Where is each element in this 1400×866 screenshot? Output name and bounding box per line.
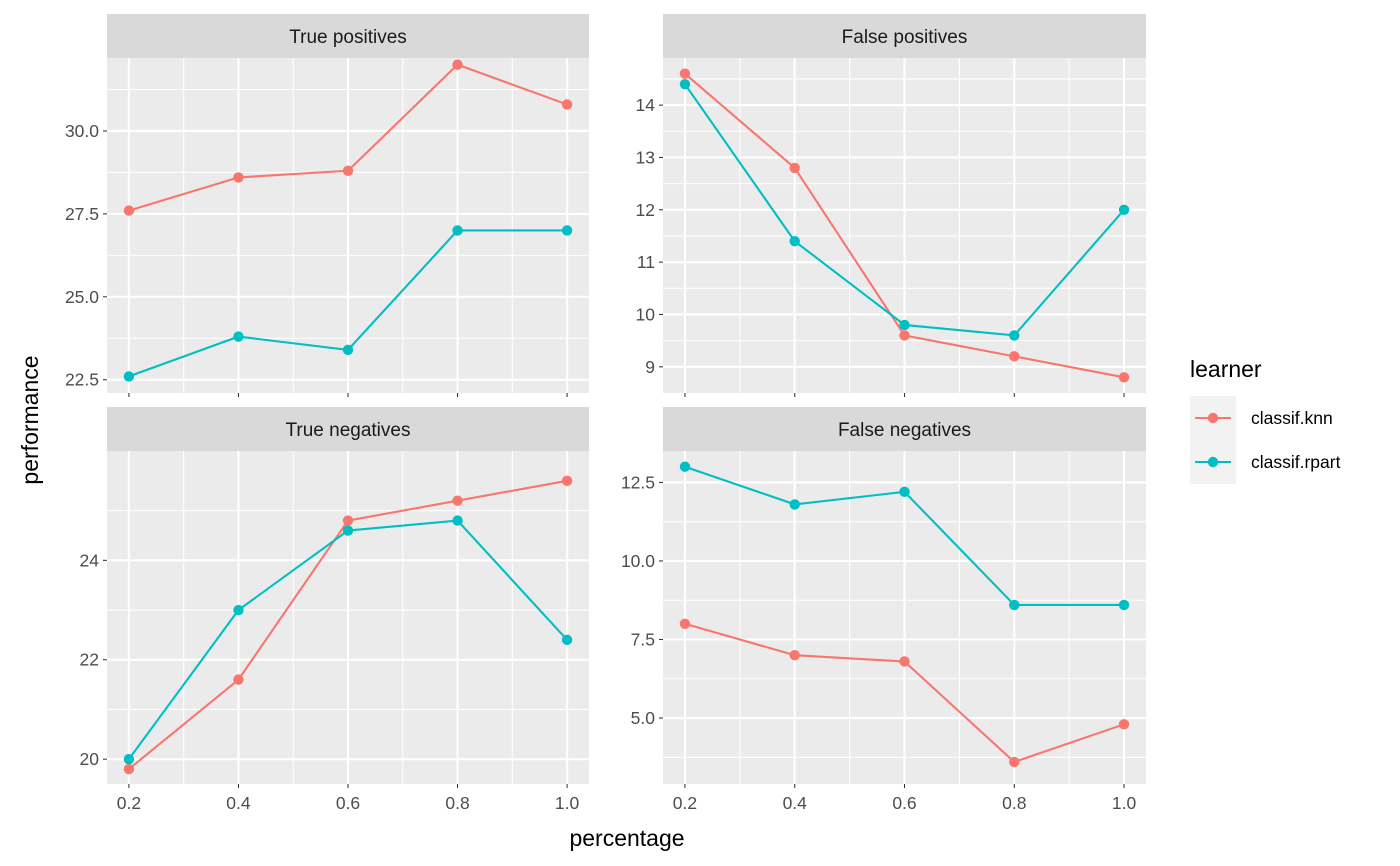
series-classif-knn	[679, 68, 1130, 383]
data-point	[123, 371, 135, 382]
data-point	[452, 59, 463, 70]
panel-false-negatives: False negatives 5.0 7.5 10.0 12.5 0.2 0.4 0.6 0.…	[621, 407, 1146, 813]
series-classif-knn	[123, 475, 573, 775]
data-point	[679, 68, 691, 79]
data-point	[452, 495, 463, 506]
x-tick-label: 0.8	[1002, 793, 1026, 813]
series-classif-rpart	[123, 515, 573, 765]
data-point	[679, 618, 691, 629]
data-point	[1118, 719, 1130, 730]
panel-false-positives: False positives 9 10 11 12 13 14	[636, 14, 1146, 397]
data-point	[342, 515, 354, 526]
data-point	[789, 499, 800, 510]
strip-true-positives	[107, 14, 589, 58]
strip-false-positives	[663, 14, 1146, 58]
panel-title: True negatives	[286, 420, 411, 441]
data-point	[1009, 756, 1020, 768]
y-tick-label: 11	[637, 252, 655, 272]
data-point	[342, 344, 354, 356]
x-tick-label: 0.2	[117, 793, 141, 813]
y-tick-label: 27.5	[65, 204, 99, 224]
data-point	[123, 753, 135, 765]
x-tick-label: 0.8	[445, 793, 469, 813]
data-point	[452, 225, 463, 236]
y-tick-label: 14	[636, 95, 656, 115]
y-tick-label: 10.0	[621, 551, 655, 571]
data-point	[123, 205, 135, 216]
y-tick-label: 12	[636, 200, 655, 220]
data-point	[1009, 351, 1020, 362]
data-point	[789, 236, 800, 247]
data-point	[899, 486, 910, 498]
legend-label: classif.rpart	[1251, 452, 1341, 472]
legend-item-classif-rpart: classif.rpart	[1190, 440, 1341, 484]
y-axis-title: performance	[17, 355, 43, 484]
data-point	[899, 319, 910, 331]
data-point	[452, 515, 463, 526]
data-point	[561, 225, 573, 236]
data-point	[899, 330, 910, 341]
y-tick-label: 12.5	[621, 472, 655, 492]
strip-false-negatives	[663, 407, 1146, 451]
legend-item-classif-knn: classif.knn	[1190, 396, 1333, 440]
legend-label: classif.knn	[1251, 408, 1333, 428]
data-point	[342, 165, 354, 176]
panel-title: True positives	[289, 27, 407, 48]
x-tick-label: 0.2	[673, 793, 697, 813]
y-tick-label: 25.0	[65, 287, 99, 307]
data-point	[1118, 204, 1130, 215]
series-classif-rpart	[679, 461, 1130, 611]
data-point	[1009, 330, 1020, 341]
data-point	[679, 461, 691, 472]
data-point	[233, 604, 244, 616]
data-point	[342, 525, 354, 536]
x-tick-label: 0.6	[892, 793, 916, 813]
data-point	[789, 649, 800, 661]
y-tick-label: 22	[80, 650, 99, 670]
series-classif-rpart	[679, 78, 1130, 341]
x-tick-label: 0.6	[336, 793, 360, 813]
data-point	[789, 162, 800, 174]
series-classif-rpart	[123, 225, 573, 382]
data-point	[561, 99, 573, 110]
y-tick-label: 22.5	[65, 370, 99, 390]
data-point	[233, 331, 244, 342]
y-tick-label: 10	[636, 304, 656, 324]
data-point	[679, 78, 691, 90]
y-tick-label: 7.5	[631, 629, 655, 649]
legend: learner classif.knn classif.rpart	[1190, 356, 1341, 484]
legend-point	[1207, 456, 1219, 468]
series-classif-knn	[123, 59, 573, 216]
y-tick-label: 20	[80, 749, 100, 769]
data-point	[899, 656, 910, 667]
panel-true-positives: True positives 22.5 25.0 27.5 30.0	[65, 14, 589, 397]
panel-title: False negatives	[838, 420, 971, 441]
data-point	[1118, 599, 1130, 611]
data-point	[233, 674, 244, 685]
data-point	[233, 172, 244, 183]
data-point	[1009, 599, 1020, 611]
data-point	[561, 475, 573, 487]
y-tick-label: 24	[80, 550, 100, 570]
panel-title: False positives	[842, 27, 968, 48]
series-classif-knn	[679, 618, 1130, 768]
strip-true-negatives	[107, 407, 589, 451]
data-point	[1118, 372, 1130, 383]
y-tick-label: 30.0	[65, 121, 99, 141]
x-axis-title: percentage	[569, 825, 684, 851]
data-point	[123, 763, 135, 775]
panel-true-negatives: True negatives 20 22 24 0.2 0.4 0.6 0.8 1.0	[80, 407, 589, 813]
data-point	[561, 634, 573, 646]
y-tick-label: 13	[636, 147, 655, 167]
legend-point	[1207, 412, 1219, 424]
panels-layer: True positives 22.5 25.0 27.5 30.0 False posi…	[65, 14, 1146, 813]
y-tick-label: 5.0	[631, 708, 656, 728]
x-tick-label: 0.4	[226, 793, 251, 813]
x-tick-label: 1.0	[555, 793, 580, 813]
legend-title: learner	[1190, 356, 1262, 382]
x-tick-label: 0.4	[783, 793, 808, 813]
x-tick-label: 1.0	[1112, 793, 1137, 813]
y-tick-label: 9	[645, 357, 655, 377]
